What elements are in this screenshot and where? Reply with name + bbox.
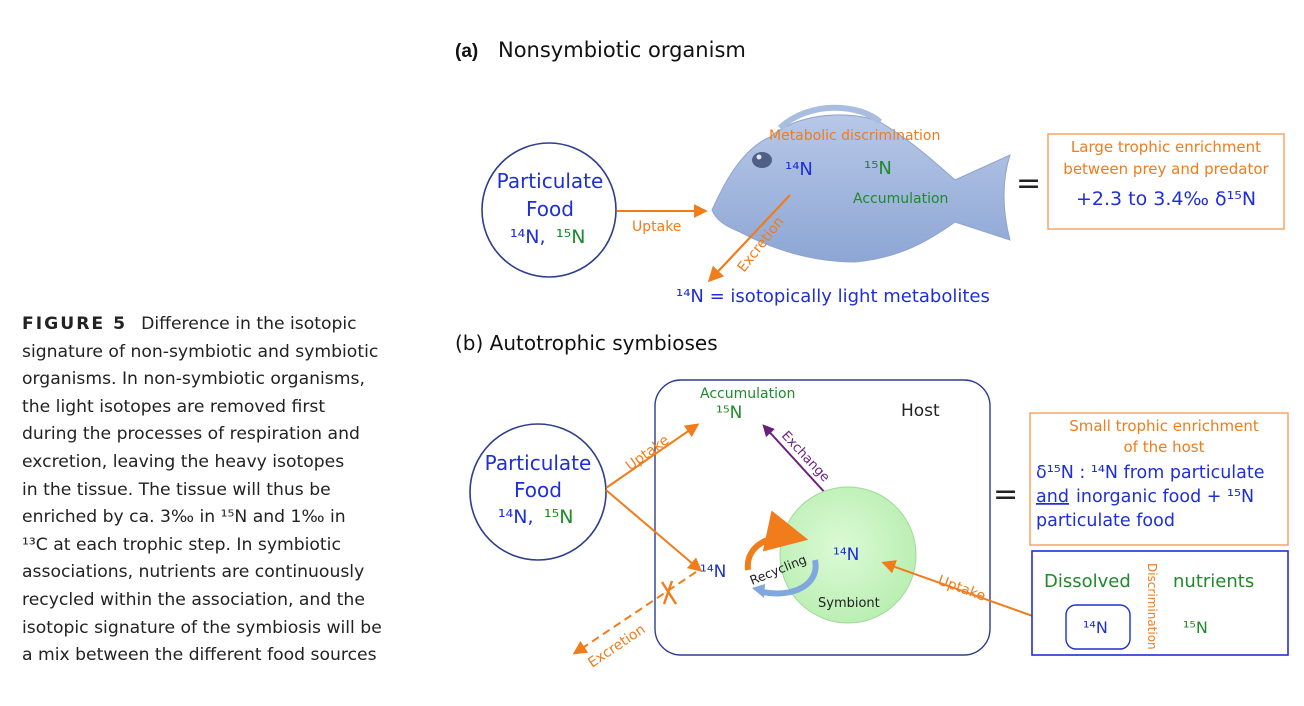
food-isotope-light-b: ¹⁴N, [498,506,534,528]
equals-sign-a: = [1016,166,1041,201]
isotopically-light-note: ¹⁴N = isotopically light metabolites [676,286,990,307]
result-a-value: +2.3 to 3.4‰ δ¹⁵N [1076,188,1256,210]
caption-line: in the tissue. The tissue will thus be [22,479,331,500]
result-box-b [1029,412,1289,546]
panel-a: (a) Nonsymbiotic organism Particulate Fo… [455,38,1285,307]
symbiont-label: Symbiont [818,596,880,611]
dissolved-label: Dissolved [1044,571,1131,592]
caption-line: a mix between the different food sources [22,645,377,666]
caption-line: recycled within the association, and the [22,589,365,610]
food-label-b-line2: Food [514,478,562,502]
host-n14: ¹⁴N [700,562,726,582]
caption-line: during the processes of respiration and [22,424,360,445]
recycling-arrow-orange [744,510,809,571]
result-b-line4-rest: inorganic food + ¹⁵N [1076,487,1254,507]
caption-line: enriched by ca. 3‰ in ¹⁵N and 1‰ in [22,507,346,528]
food-label-a-line2: Food [526,197,574,221]
result-a-line2: between prey and predator [1063,160,1269,178]
excretion-label-b: Excretion [585,621,648,671]
host-label: Host [901,401,940,421]
result-b-line1: Small trophic enrichment [1069,417,1259,435]
food-isotope-heavy-a: ¹⁵N [556,226,585,248]
caption-line: organisms. In non-symbiotic organisms, [22,369,365,390]
metabolic-discrimination-label: Metabolic discrimination [769,128,940,144]
accumulation-label-a: Accumulation [853,191,948,207]
result-b-line5: particulate food [1036,511,1175,531]
panel-a-title: Nonsymbiotic organism [498,38,746,62]
uptake-arrow-b-to-host [605,489,703,572]
nutrients-label: nutrients [1173,571,1254,592]
caption-text: Difference in the isotopic [141,314,357,334]
symbiont-n14: ¹⁴N [833,545,859,565]
caption-line: isotopic signature of the symbiosis will… [22,617,382,638]
fish-illustration [711,104,1011,263]
fish-eye [752,152,772,168]
accumulation-n15-b: ¹⁵N [716,403,742,423]
food-isotope-light-a: ¹⁴N, [510,226,546,248]
accumulation-label-b: Accumulation [700,386,795,402]
result-b-line4-underlined: and [1036,487,1069,507]
particulate-food-circle-b [469,423,607,561]
excretion-arrow-b [572,571,697,655]
figure-label: FIGURE 5 [22,314,128,334]
result-b-line3: δ¹⁵N : ¹⁴N from particulate [1036,463,1265,483]
caption-line: signature of non-symbiotic and symbiotic [22,341,379,362]
figure-caption: FIGURE 5 Difference in the isotopic signa… [22,311,407,670]
blocked-cross-mark [660,580,678,605]
uptake-arrow-dissolved [881,560,1059,626]
panel-b-title: (b) Autotrophic symbioses [455,331,718,355]
food-label-a-line1: Particulate [497,169,604,193]
result-b-line2: of the host [1124,438,1205,456]
result-a-line1: Large trophic enrichment [1071,138,1261,156]
caption-line: FIGURE 5 Difference in the isotopic [22,311,407,339]
dissolved-n14-box [1065,604,1131,650]
recycling-arrow-blue [761,559,819,597]
caption-line: ¹³C at each trophic step. In symbiotic [22,534,341,555]
caption-line: associations, nutrients are continuously [22,562,365,583]
dissolved-n15: ¹⁵N [1183,618,1208,637]
equals-sign-b: = [993,477,1018,512]
panel-b: (b) Autotrophic symbioses Host Accumulat… [455,331,1289,671]
panel-a-label: (a) [455,41,478,62]
result-box-a [1047,133,1285,230]
discrimination-label: Discrimination [1145,563,1159,650]
caption-line: excretion, leaving the heavy isotopes [22,451,345,472]
excretion-arrow-a [707,194,791,283]
food-label-b-line1: Particulate [485,451,592,475]
dissolved-n14: ¹⁴N [1083,618,1108,637]
symbiont-circle [779,486,917,624]
uptake-label-a: Uptake [632,219,681,235]
particulate-food-circle-a [481,142,617,278]
uptake-arrow-b-to-accumulation [605,423,700,489]
food-isotope-heavy-b: ¹⁵N [544,506,573,528]
fish-n14: ¹⁴N [785,159,813,180]
fish-n15: ¹⁵N [864,158,892,179]
caption-line: the light isotopes are removed first [22,396,326,417]
